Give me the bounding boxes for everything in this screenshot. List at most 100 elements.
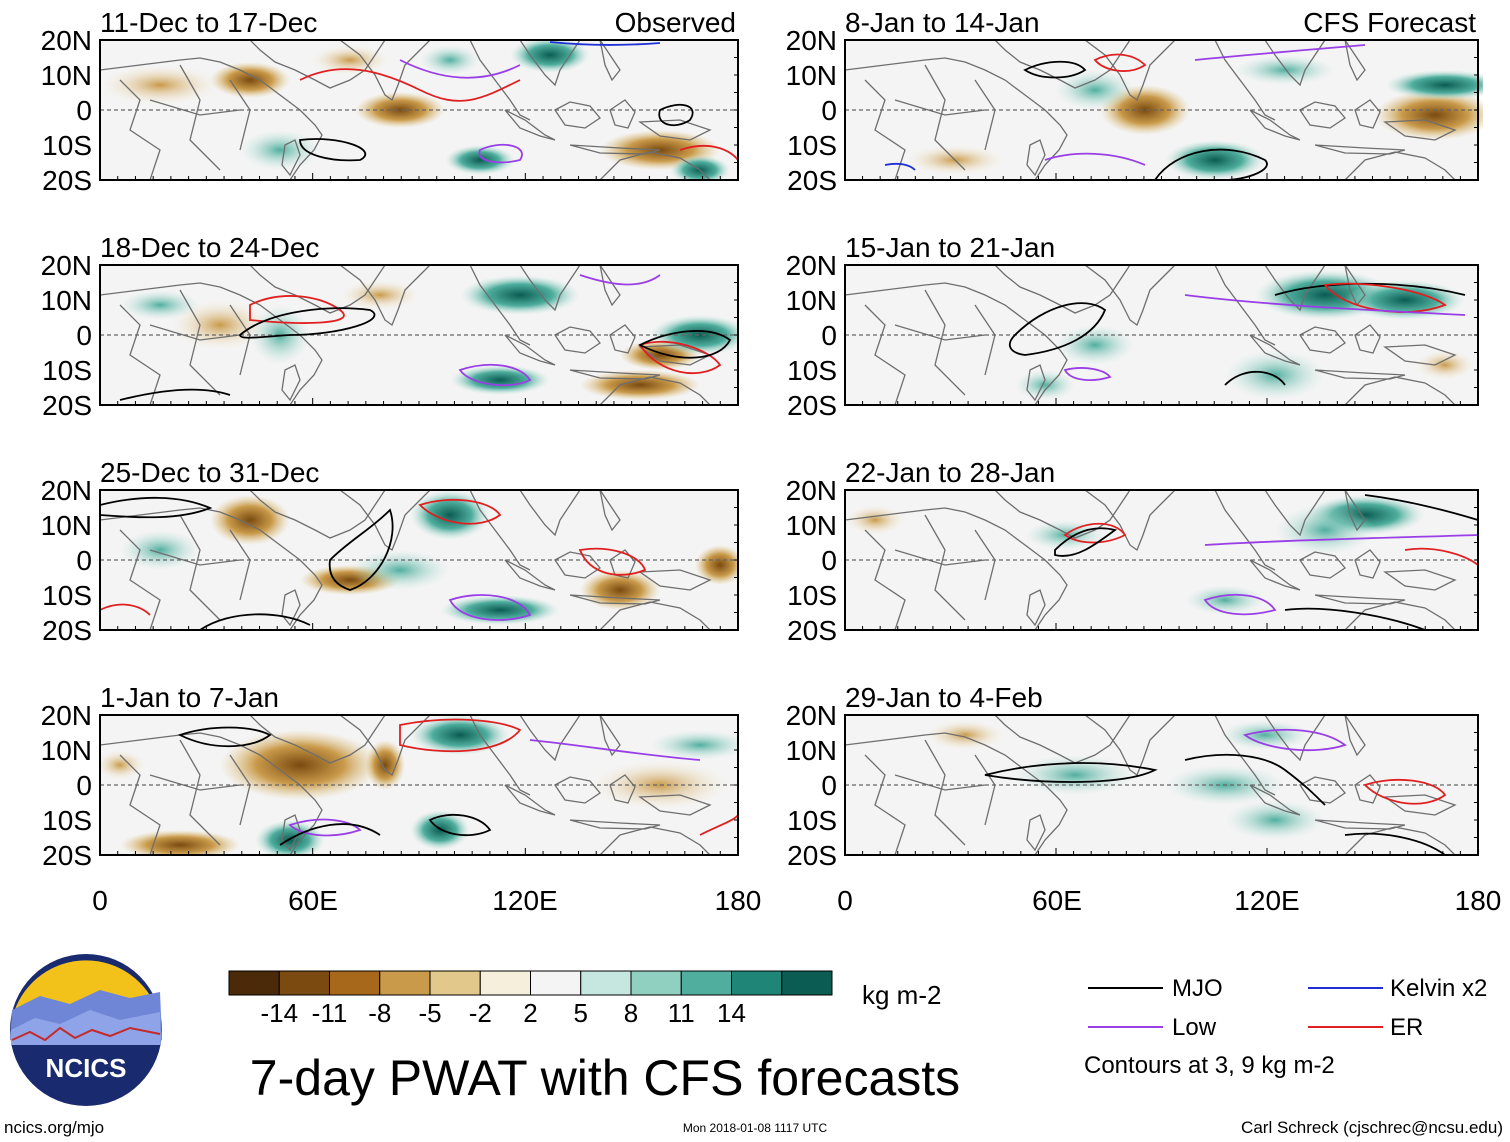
figure-title: 7-day PWAT with CFS forecasts — [250, 1050, 960, 1106]
wave-contour — [1203, 593, 1277, 616]
map-panel-left-2: 18-Dec to 24-Dec 20N 10N 0 10S 20S — [41, 232, 739, 421]
panel-period-label: 11-Dec to 17-Dec — [100, 7, 317, 38]
panel-period-label: 22-Jan to 28-Jan — [845, 457, 1055, 488]
wave-contour — [1204, 534, 1479, 546]
wave-contour — [1363, 778, 1447, 805]
pwat-anomaly-blob — [695, 545, 738, 585]
wave-contour — [529, 739, 701, 761]
lat-label: 10S — [42, 130, 92, 161]
pwat-anomaly-blob — [355, 92, 445, 128]
panel-period-label: 1-Jan to 7-Jan — [100, 682, 279, 713]
wave-contour — [119, 388, 231, 401]
pwat-anomaly-blob — [220, 730, 380, 800]
wave-contour — [1008, 302, 1107, 356]
wave-contour — [1284, 607, 1426, 630]
lat-label: 20N — [41, 700, 92, 731]
lat-label: 20N — [41, 25, 92, 56]
colorbar-tick-label: -2 — [469, 998, 492, 1028]
pwat-anomaly-blob — [120, 830, 240, 855]
panel-period-label: 29-Jan to 4-Feb — [845, 682, 1043, 713]
wave-contour — [1224, 370, 1286, 386]
pwat-anomaly-blob — [445, 145, 515, 175]
lat-label: 20S — [42, 840, 92, 871]
wave-contour — [1323, 282, 1447, 313]
lat-label: 10N — [786, 510, 837, 541]
wave-contour — [299, 68, 521, 102]
lon-label-120e: 120E — [492, 885, 557, 916]
colorbar-tick-label: 5 — [574, 998, 588, 1028]
lat-label: 0 — [76, 95, 92, 126]
wave-contour — [418, 498, 502, 525]
wave-contour — [637, 330, 732, 359]
colorbar-tick-label: 14 — [717, 998, 746, 1028]
pwat-anomaly-blob — [510, 40, 590, 73]
lat-label: 10N — [786, 735, 837, 766]
wave-contour — [984, 762, 1158, 783]
wave-contour — [428, 813, 492, 837]
lat-label: 10S — [787, 130, 837, 161]
pwat-anomaly-blob — [1415, 350, 1475, 380]
pwat-anomaly-blob — [1385, 70, 1483, 100]
colorbar-swatch — [228, 970, 280, 996]
lat-label: 0 — [76, 320, 92, 351]
lon-axis-left: 0 60E 120E 180 — [92, 885, 761, 916]
lat-label: 20S — [787, 165, 837, 196]
lon-axis-right: 0 60E 120E 180 — [837, 885, 1501, 916]
lat-label: 20S — [787, 840, 837, 871]
wave-contour — [1154, 148, 1268, 180]
pwat-anomaly-blob — [365, 740, 405, 790]
map-panel-right-2: 15-Jan to 21-Jan 20N 10N 0 10S 20S — [786, 232, 1479, 421]
legend-kelvin-label: Kelvin x2 — [1390, 975, 1487, 1002]
wave-contour — [478, 143, 523, 164]
colorbar-tick-label: -11 — [312, 998, 348, 1028]
pwat-anomaly-blob — [580, 370, 700, 400]
lat-label: 20N — [41, 250, 92, 281]
lat-label: 10S — [787, 805, 837, 836]
lat-label: 20N — [786, 700, 837, 731]
pwat-anomaly-blob — [1015, 755, 1135, 795]
lat-label: 10S — [42, 355, 92, 386]
lat-label: 20S — [42, 165, 92, 196]
wave-contour — [884, 162, 916, 171]
colorbar-swatch — [731, 970, 783, 996]
lat-label: 20S — [42, 615, 92, 646]
lat-label: 0 — [821, 95, 837, 126]
wave-contour — [638, 340, 722, 375]
lon-label-60e: 60E — [1032, 885, 1082, 916]
wave-contour — [1242, 728, 1347, 752]
wave-contour — [100, 496, 213, 519]
pwat-anomaly-blob — [1055, 70, 1135, 110]
pwat-anomaly-blob — [650, 730, 738, 760]
wave-contour — [448, 594, 532, 621]
lon-label-0: 0 — [92, 885, 108, 916]
lat-label: 10N — [786, 60, 837, 91]
pwat-anomaly-blob — [210, 62, 290, 98]
map-panel-left-3: 25-Dec to 31-Dec 20N 10N 0 10S 20S — [41, 457, 739, 646]
colorbar-swatch — [630, 970, 682, 996]
map-panel-left-1: 11-Dec to 17-Dec Observed 20N 10N 0 10S 20S — [41, 7, 739, 196]
lon-label-180: 180 — [715, 885, 762, 916]
colorbar: -14 -11 -8 -5 -2 2 5 8 11 14 — [228, 970, 833, 1028]
lat-label: 0 — [821, 545, 837, 576]
colorbar-tick-label: 8 — [624, 998, 638, 1028]
wave-contour — [1404, 547, 1479, 566]
map-panels: 11-Dec to 17-Dec Observed 20N 10N 0 10S 20S 18-… — [41, 7, 1483, 871]
wave-contour — [1054, 527, 1118, 557]
lat-label: 10S — [787, 355, 837, 386]
pwat-anomaly-blob — [1015, 370, 1075, 400]
panel-period-label: 18-Dec to 24-Dec — [100, 232, 319, 263]
wave-contour — [579, 274, 661, 286]
pwat-anomaly-blob — [845, 505, 905, 535]
panel-period-label: 15-Jan to 21-Jan — [845, 232, 1055, 263]
pwat-anomaly-blob — [1220, 720, 1310, 750]
pwat-anomaly-blob — [350, 550, 450, 590]
wave-contour — [1063, 367, 1112, 381]
lat-label: 20N — [786, 25, 837, 56]
panel-period-label: 8-Jan to 14-Jan — [845, 7, 1040, 38]
colorbar-swatch — [479, 970, 531, 996]
column-label: Observed — [615, 7, 736, 38]
panel-period-label: 25-Dec to 31-Dec — [100, 457, 319, 488]
pwat-anomaly-blob — [450, 365, 550, 395]
wave-contour — [578, 547, 647, 576]
wave-contour — [679, 145, 738, 161]
